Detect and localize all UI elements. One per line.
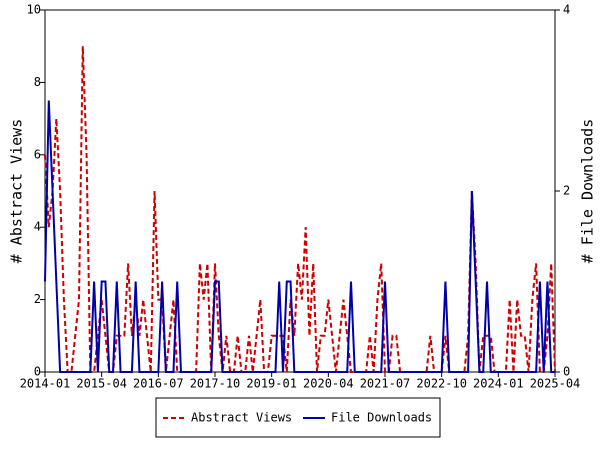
x-tick-label: 2015-04	[76, 377, 127, 391]
y-tick-label: 6	[34, 147, 41, 161]
y-axis-label: # Abstract Views	[8, 119, 26, 264]
x-tick-label: 2019-01	[246, 377, 297, 391]
y-tick-label: 2	[34, 292, 41, 306]
x-tick-label: 2017-10	[190, 377, 241, 391]
legend-label: Abstract Views	[191, 411, 292, 425]
y-tick-label: 0	[34, 365, 41, 379]
x-tick-label: 2025-04	[530, 377, 581, 391]
x-tick-label: 2022-10	[416, 377, 467, 391]
y2-tick-label: 4	[563, 3, 570, 17]
y-tick-label: 4	[34, 220, 41, 234]
legend-label: File Downloads	[331, 411, 432, 425]
legend	[155, 397, 441, 438]
x-tick-label: 2021-07	[360, 377, 411, 391]
y-tick-label: 8	[34, 75, 41, 89]
x-tick-label: 2024-01	[473, 377, 524, 391]
series-line	[44, 100, 555, 373]
y2-tick-label: 0	[563, 365, 570, 379]
x-tick-label: 2014-01	[20, 377, 71, 391]
y-tick-label: 10	[27, 3, 41, 17]
y2-axis-label: # File Downloads	[579, 119, 597, 264]
series-line	[44, 46, 556, 373]
y2-tick-label: 2	[563, 184, 570, 198]
x-tick-label: 2016-07	[133, 377, 184, 391]
x-tick-label: 2020-04	[303, 377, 354, 391]
